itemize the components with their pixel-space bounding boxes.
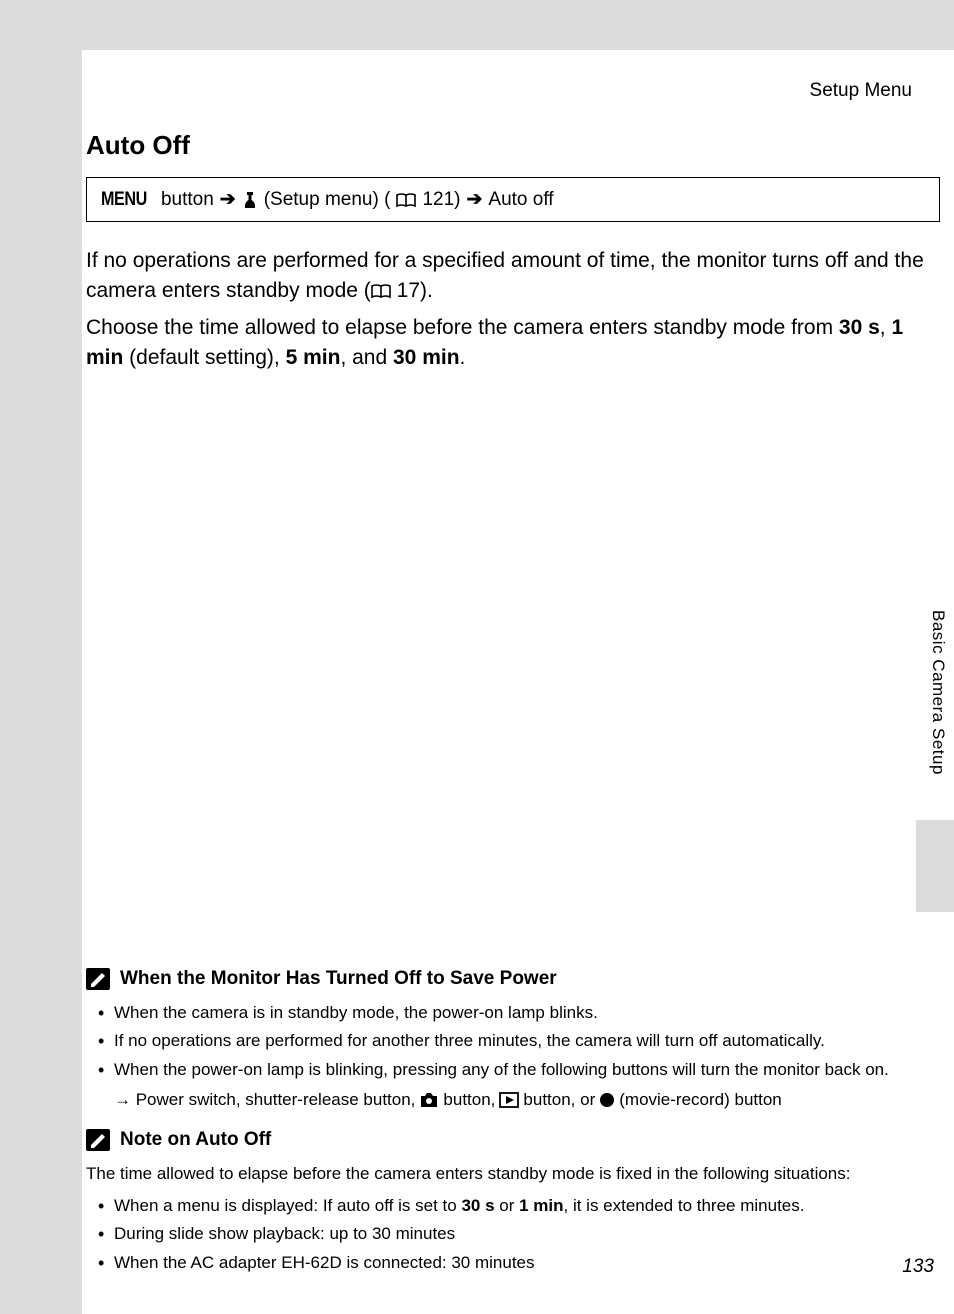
- list-item: When a menu is displayed: If auto off is…: [98, 1193, 940, 1219]
- arrow-right-icon: ➔: [220, 188, 236, 211]
- header-section-label: Setup Menu: [82, 80, 954, 102]
- setup-menu-label: (Setup menu) (: [264, 189, 391, 211]
- menu-label: MENU: [101, 189, 147, 211]
- book-icon: [396, 192, 416, 208]
- pencil-box-icon: [86, 968, 110, 990]
- arrow-right-icon: ➔: [466, 188, 482, 211]
- notes-block: When the Monitor Has Turned Off to Save …: [86, 952, 940, 1278]
- note-list-1: When the camera is in standby mode, the …: [86, 1000, 940, 1083]
- play-icon: [499, 1092, 519, 1108]
- note-list-2: When a menu is displayed: If auto off is…: [86, 1193, 940, 1276]
- list-item: When the camera is in standby mode, the …: [98, 1000, 940, 1026]
- list-item: During slide show playback: up to 30 min…: [98, 1221, 940, 1247]
- note-heading-1: When the Monitor Has Turned Off to Save …: [86, 968, 940, 990]
- list-item: When the power-on lamp is blinking, pres…: [98, 1057, 940, 1083]
- paragraph-2: Choose the time allowed to elapse before…: [86, 313, 940, 374]
- pencil-box-icon: [86, 1129, 110, 1151]
- content-area: If no operations are performed for a spe…: [82, 246, 954, 374]
- ref-121: 121): [422, 189, 460, 211]
- button-word: button: [161, 189, 214, 211]
- book-icon: [371, 283, 391, 299]
- list-item: When the AC adapter EH-62D is connected:…: [98, 1250, 940, 1276]
- side-tab-marker: [916, 820, 954, 912]
- paragraph-1: If no operations are performed for a spe…: [86, 246, 940, 307]
- list-item: If no operations are performed for anoth…: [98, 1028, 940, 1054]
- auto-off-label: Auto off: [488, 189, 553, 211]
- manual-page: Setup Menu Auto Off MENU button ➔ (Setup…: [82, 50, 954, 1314]
- side-tab-label: Basic Camera Setup: [928, 610, 948, 775]
- note-heading-2: Note on Auto Off: [86, 1129, 940, 1151]
- wrench-icon: [242, 191, 258, 209]
- breadcrumb: MENU button ➔ (Setup menu) ( 121) ➔ Auto…: [86, 177, 940, 222]
- record-dot-icon: [599, 1092, 615, 1108]
- note-title-1: When the Monitor Has Turned Off to Save …: [120, 968, 557, 990]
- note-intro-2: The time allowed to elapse before the ca…: [86, 1161, 940, 1187]
- page-title: Auto Off: [82, 130, 954, 161]
- sub-line: → Power switch, shutter-release button, …: [86, 1087, 940, 1113]
- camera-icon: [419, 1092, 439, 1108]
- note-title-2: Note on Auto Off: [120, 1129, 271, 1151]
- page-number: 133: [902, 1256, 934, 1278]
